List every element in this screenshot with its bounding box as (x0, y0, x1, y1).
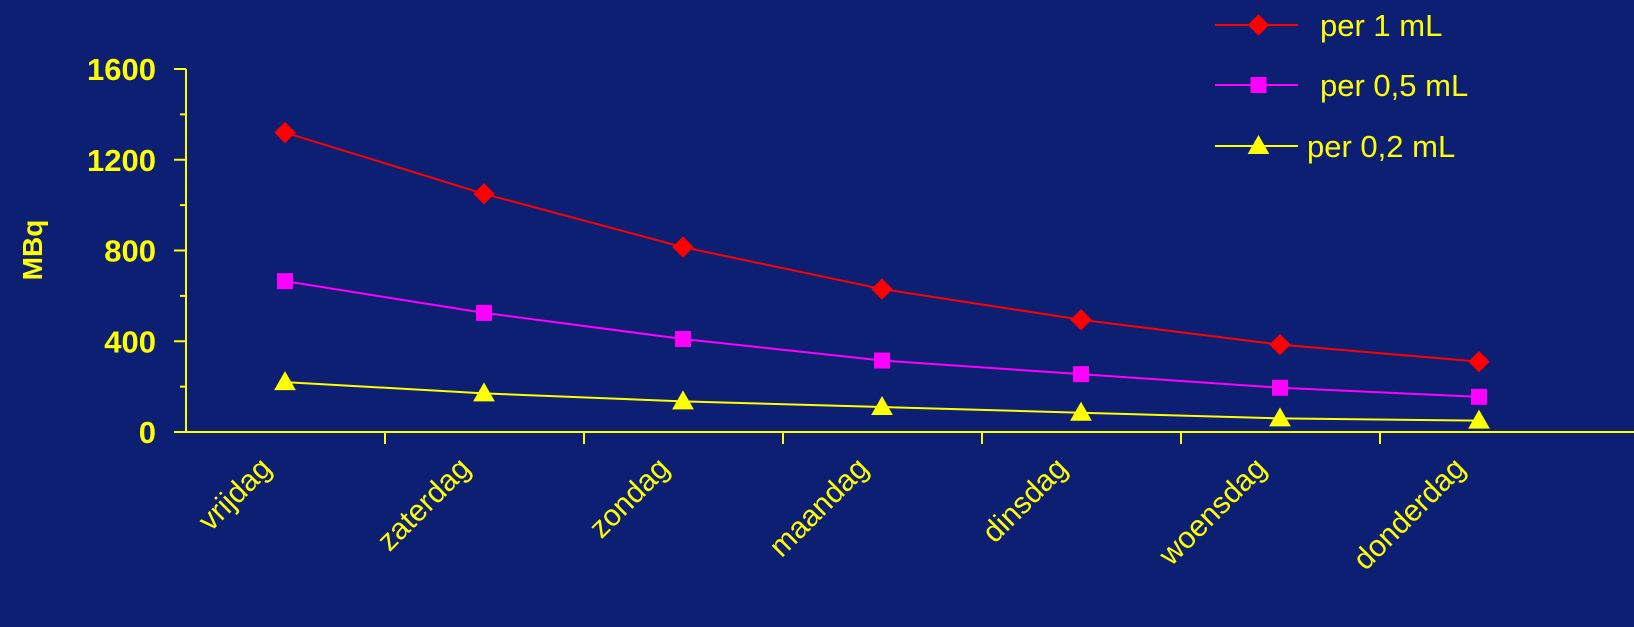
x-tick-label: dinsdag (976, 452, 1074, 550)
x-tick-label: zondag (583, 452, 676, 545)
legend-label: per 0,2 mL (1307, 129, 1455, 164)
axes (174, 68, 1634, 444)
y-axis-title: MBq (17, 220, 48, 281)
triangle-marker (1269, 407, 1291, 427)
square-marker (1073, 366, 1089, 383)
y-tick-label: 1600 (87, 52, 156, 87)
square-marker (277, 273, 293, 290)
legend-label: per 0,5 mL (1320, 68, 1468, 103)
diamond-marker (1247, 14, 1270, 36)
x-tick-labels: vrijdag zaterdag zondag maandag dinsdag woens… (192, 452, 1472, 577)
square-marker (675, 330, 691, 347)
diamond-marker (274, 121, 296, 144)
series-line (284, 131, 1480, 363)
diamond-marker (1070, 308, 1092, 331)
diamond-marker (672, 236, 694, 258)
square-marker (874, 352, 890, 369)
x-tick-label: maandag (763, 452, 875, 564)
triangle-marker (1247, 134, 1270, 154)
series-3 (274, 371, 1490, 429)
legend-item: per 1 mL (1215, 8, 1442, 43)
triangle-marker (1070, 401, 1092, 421)
triangle-marker (473, 382, 495, 402)
diamond-marker (1468, 350, 1490, 373)
triangle-marker (672, 390, 694, 410)
x-tick-label: zaterdag (371, 452, 477, 558)
triangle-marker (1468, 409, 1490, 429)
series-1 (274, 121, 1490, 373)
legend: per 1 mL per 0,5 mL per 0,2 mL (1215, 8, 1468, 164)
legend-label: per 1 mL (1320, 8, 1442, 43)
y-tick-label: 400 (104, 324, 156, 359)
series-layer (274, 121, 1490, 429)
y-tick-label: 0 (139, 415, 156, 450)
triangle-marker (871, 396, 893, 416)
series-2 (277, 273, 1487, 405)
y-tick-label: 1200 (87, 143, 156, 178)
square-marker (476, 304, 492, 321)
x-tick-label: woensdag (1152, 452, 1273, 573)
y-tick-labels: 0 400 800 1200 1600 (87, 52, 156, 450)
x-tick-label: vrijdag (192, 452, 278, 538)
square-marker (1272, 379, 1288, 396)
diamond-marker (871, 278, 893, 300)
diamond-marker (1269, 333, 1291, 356)
legend-item: per 0,2 mL (1215, 129, 1455, 164)
square-marker (1471, 388, 1487, 405)
square-marker (1250, 77, 1267, 93)
x-tick-label: donderdag (1347, 452, 1472, 577)
diamond-marker (473, 183, 495, 205)
triangle-marker (274, 371, 296, 391)
y-tick-label: 800 (104, 234, 156, 269)
legend-item: per 0,5 mL (1215, 68, 1468, 103)
